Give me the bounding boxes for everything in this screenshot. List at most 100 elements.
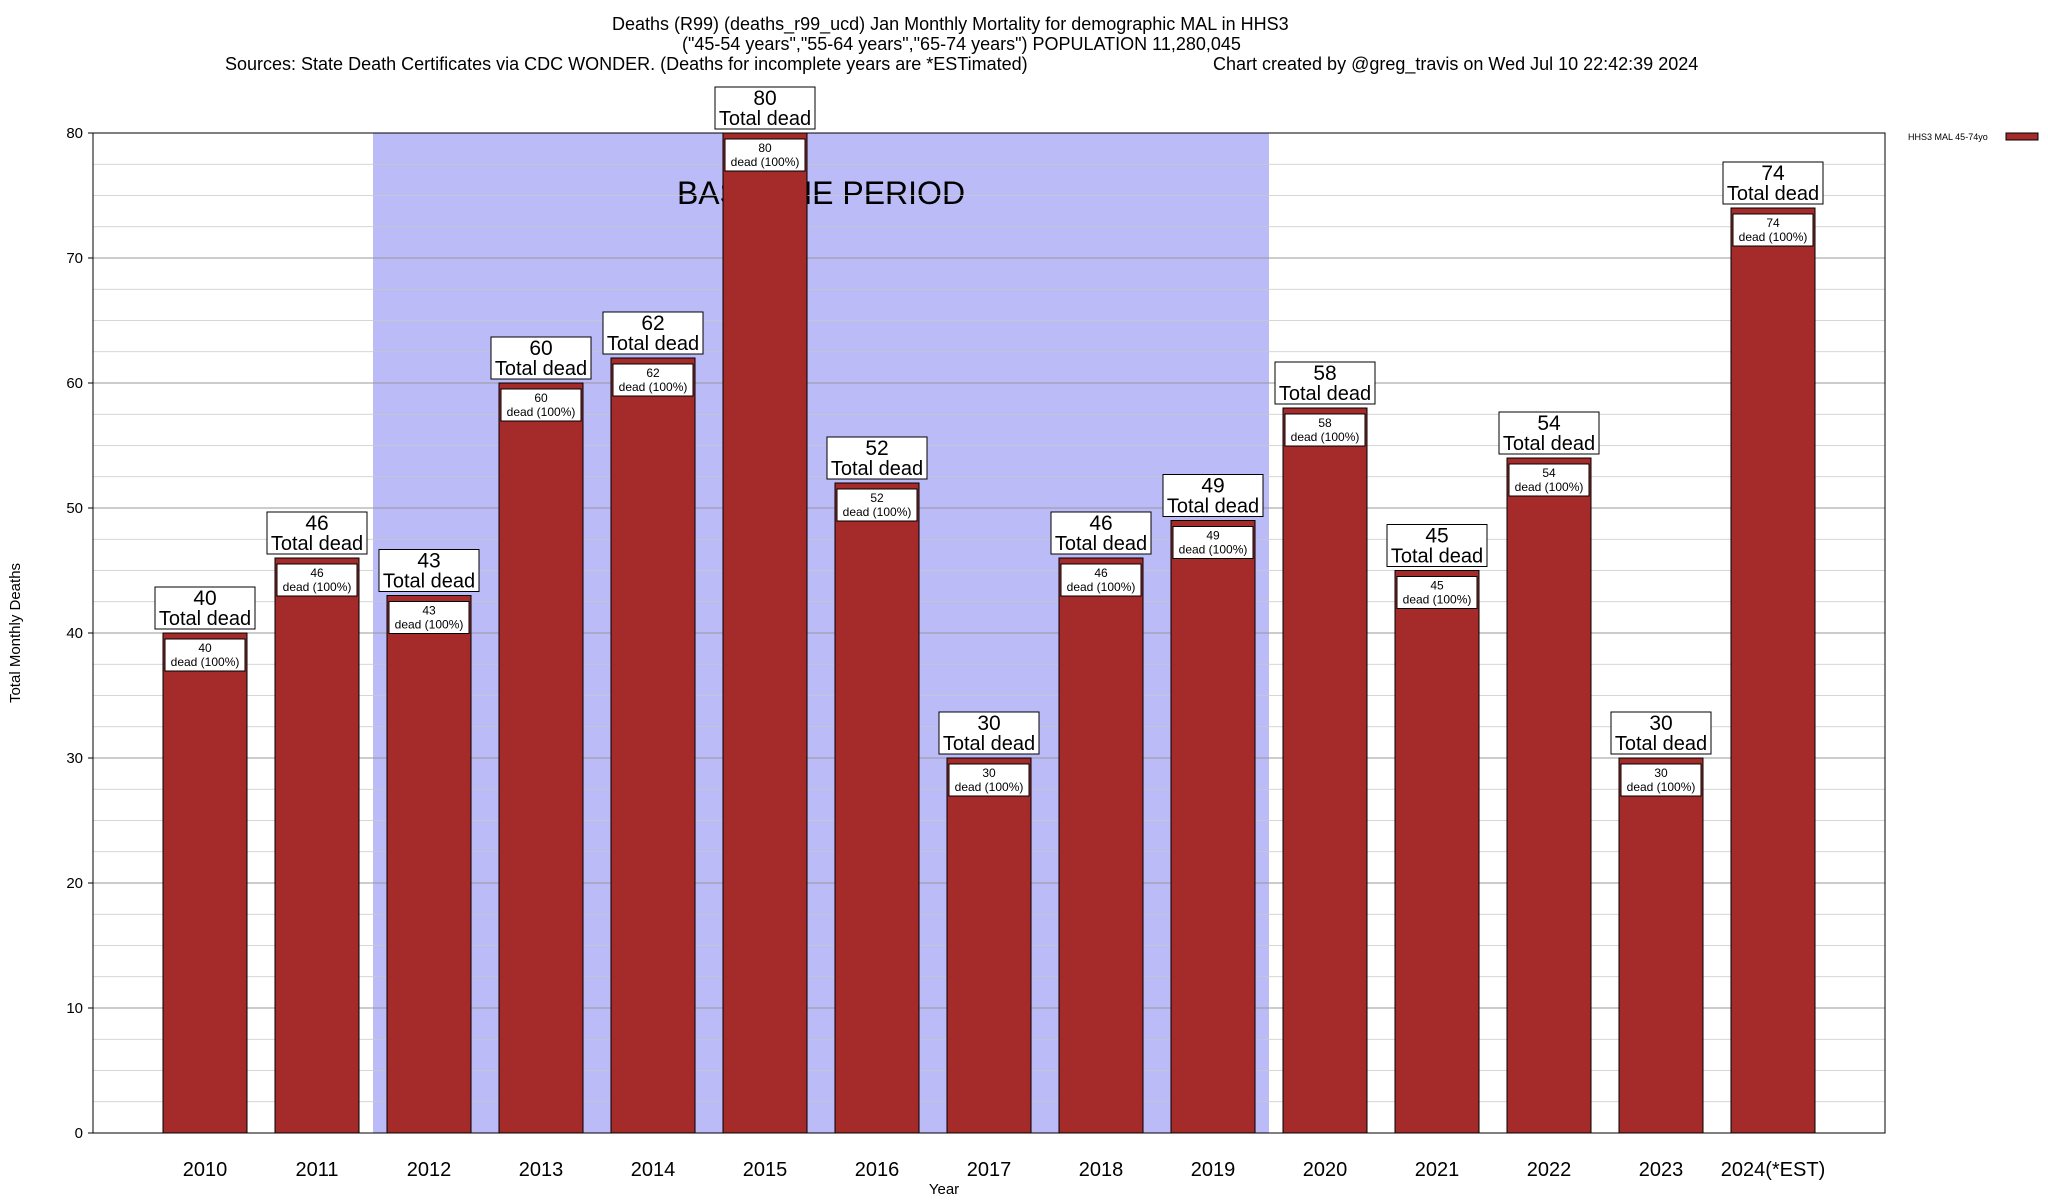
inner-label-box bbox=[1732, 213, 1814, 247]
inner-label-box bbox=[612, 363, 694, 397]
bar-2013 bbox=[498, 382, 584, 1134]
top-value-label: 46 bbox=[305, 512, 328, 535]
inner-label-box bbox=[724, 138, 806, 172]
chart-credit: Chart created by @greg_travis on Wed Jul… bbox=[1213, 54, 1699, 74]
top-value-label: 62 bbox=[641, 312, 664, 335]
inner-suffix-label: dead (100%) bbox=[1739, 230, 1808, 244]
top-value-label: 74 bbox=[1761, 162, 1785, 185]
legend-swatch bbox=[2005, 132, 2039, 141]
inner-value-label: 46 bbox=[310, 566, 324, 580]
chart-title-line1: Deaths (R99) (deaths_r99_ucd) Jan Monthl… bbox=[612, 14, 1289, 34]
top-suffix-label: Total dead bbox=[271, 533, 363, 555]
y-tick-label: 10 bbox=[66, 1000, 83, 1017]
x-tick-label: 2016 bbox=[855, 1159, 900, 1181]
inner-value-label: 74 bbox=[1766, 216, 1780, 230]
inner-label-box bbox=[388, 601, 470, 634]
y-tick-label: 20 bbox=[66, 875, 83, 892]
inner-suffix-label: dead (100%) bbox=[619, 380, 688, 394]
top-label-box bbox=[826, 436, 928, 480]
bar-2022 bbox=[1506, 457, 1592, 1134]
x-tick-label: 2021 bbox=[1415, 1159, 1460, 1181]
y-tick-label: 50 bbox=[66, 500, 83, 517]
inner-suffix-label: dead (100%) bbox=[1067, 580, 1136, 594]
x-tick-label: 2019 bbox=[1191, 1159, 1236, 1181]
top-label-box bbox=[1050, 511, 1152, 555]
x-axis-label: Year bbox=[929, 1181, 959, 1198]
top-label-box bbox=[714, 86, 816, 130]
y-tick-label: 0 bbox=[75, 1125, 83, 1142]
inner-label-box bbox=[500, 388, 582, 422]
top-suffix-label: Total dead bbox=[159, 608, 251, 630]
inner-suffix-label: dead (100%) bbox=[395, 618, 464, 632]
top-label-box bbox=[1162, 474, 1264, 517]
inner-label-box bbox=[1172, 526, 1254, 559]
inner-value-label: 58 bbox=[1318, 416, 1332, 430]
bar-2023 bbox=[1618, 757, 1704, 1134]
baseline-period-label: BASELINE PERIOD bbox=[677, 175, 965, 211]
top-value-label: 30 bbox=[977, 712, 1000, 735]
inner-suffix-label: dead (100%) bbox=[1179, 543, 1248, 557]
top-value-label: 52 bbox=[865, 437, 888, 460]
inner-label-box bbox=[1284, 413, 1366, 447]
top-value-label: 43 bbox=[417, 550, 440, 573]
x-tick-label: 2010 bbox=[183, 1159, 228, 1181]
x-tick-label: 2015 bbox=[743, 1159, 788, 1181]
inner-suffix-label: dead (100%) bbox=[1627, 780, 1696, 794]
inner-label-box bbox=[1060, 563, 1142, 597]
bar-2019 bbox=[1170, 520, 1256, 1134]
top-label-box bbox=[938, 711, 1040, 755]
bar-2016 bbox=[834, 482, 920, 1134]
bar-2011 bbox=[274, 557, 360, 1134]
top-label-box bbox=[266, 511, 368, 555]
top-value-label: 49 bbox=[1201, 475, 1224, 498]
inner-label-box bbox=[1508, 463, 1590, 497]
top-suffix-label: Total dead bbox=[1167, 496, 1259, 518]
x-tick-label: 2017 bbox=[967, 1159, 1012, 1181]
bar-2021 bbox=[1394, 570, 1480, 1134]
inner-label-box bbox=[164, 638, 246, 672]
y-tick-label: 80 bbox=[66, 125, 83, 142]
x-tick-label: 2012 bbox=[407, 1159, 452, 1181]
top-suffix-label: Total dead bbox=[495, 358, 587, 380]
inner-value-label: 52 bbox=[870, 491, 884, 505]
inner-value-label: 40 bbox=[198, 641, 212, 655]
top-suffix-label: Total dead bbox=[607, 333, 699, 355]
y-tick-label: 60 bbox=[66, 375, 83, 392]
inner-suffix-label: dead (100%) bbox=[731, 155, 800, 169]
bar-2010 bbox=[162, 632, 248, 1134]
top-value-label: 40 bbox=[193, 587, 216, 610]
top-label-box bbox=[602, 311, 704, 355]
chart-sources: Sources: State Death Certificates via CD… bbox=[225, 54, 1028, 74]
inner-suffix-label: dead (100%) bbox=[955, 780, 1024, 794]
x-tick-label: 2022 bbox=[1527, 1159, 1572, 1181]
inner-value-label: 54 bbox=[1542, 466, 1556, 480]
top-suffix-label: Total dead bbox=[383, 571, 475, 593]
inner-label-box bbox=[1620, 763, 1702, 797]
top-value-label: 80 bbox=[753, 87, 776, 110]
y-tick-label: 70 bbox=[66, 250, 83, 267]
top-value-label: 60 bbox=[529, 337, 552, 360]
top-label-box bbox=[154, 586, 256, 630]
inner-suffix-label: dead (100%) bbox=[1403, 593, 1472, 607]
inner-value-label: 43 bbox=[422, 604, 436, 618]
inner-suffix-label: dead (100%) bbox=[507, 405, 576, 419]
x-tick-label: 2020 bbox=[1303, 1159, 1348, 1181]
bar-2014 bbox=[610, 357, 696, 1134]
x-tick-label: 2011 bbox=[295, 1159, 338, 1181]
y-tick-label: 40 bbox=[66, 625, 83, 642]
inner-label-box bbox=[948, 763, 1030, 797]
inner-suffix-label: dead (100%) bbox=[1291, 430, 1360, 444]
top-value-label: 46 bbox=[1089, 512, 1112, 535]
top-value-label: 54 bbox=[1537, 412, 1561, 435]
chart-title-line2: ("45-54 years","55-64 years","65-74 year… bbox=[682, 34, 1241, 54]
top-suffix-label: Total dead bbox=[1727, 183, 1819, 205]
top-label-box bbox=[490, 336, 592, 380]
inner-value-label: 46 bbox=[1094, 566, 1108, 580]
inner-value-label: 30 bbox=[1654, 766, 1668, 780]
top-label-box bbox=[1386, 524, 1488, 567]
x-tick-label: 2024(*EST) bbox=[1721, 1159, 1826, 1181]
top-suffix-label: Total dead bbox=[719, 108, 811, 130]
top-value-label: 30 bbox=[1649, 712, 1672, 735]
top-suffix-label: Total dead bbox=[1055, 533, 1147, 555]
